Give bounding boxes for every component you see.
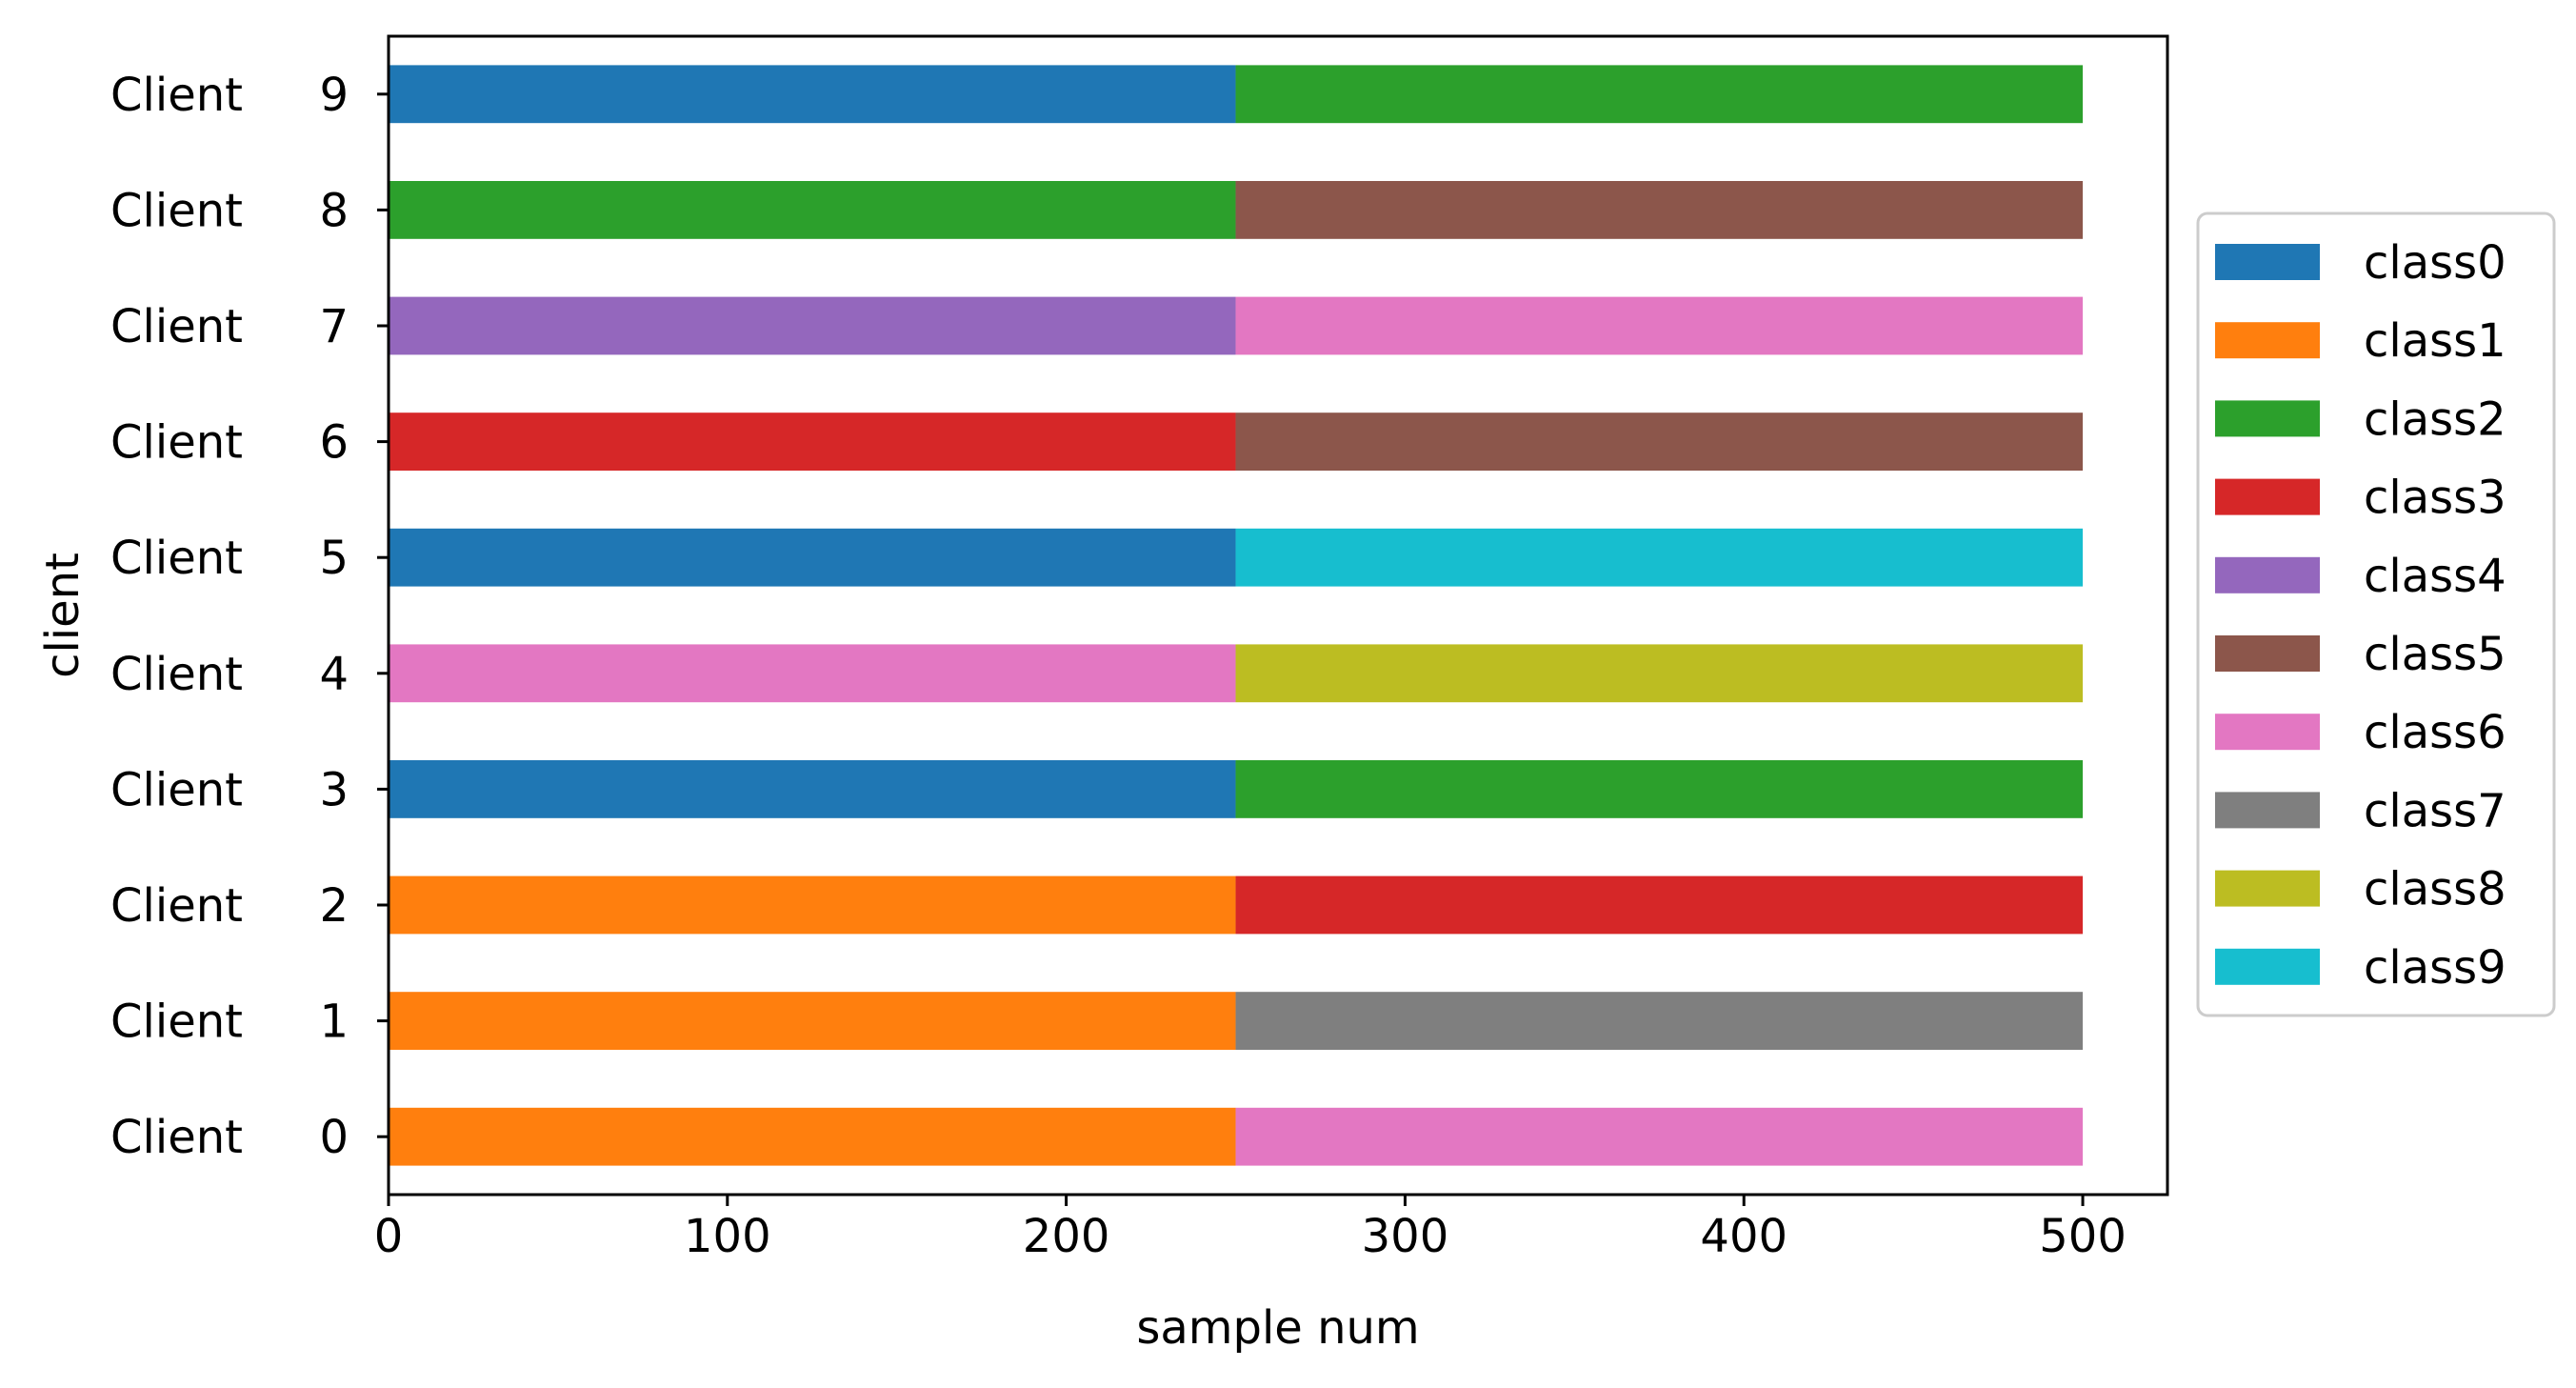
y-tick-label-6: Client 6 <box>110 416 349 470</box>
bar-class5-client-8 <box>1235 181 2084 239</box>
x-axis: 0 100 200 300 400 500 <box>374 1195 2127 1263</box>
bar-class2-client-9 <box>1235 65 2084 124</box>
bar-class0-client-9 <box>389 65 1236 124</box>
legend-label-class3: class3 <box>2364 472 2506 525</box>
legend-swatch-class3 <box>2215 478 2320 515</box>
x-tick-label-400: 400 <box>1700 1210 1787 1263</box>
y-tick-label-2: Client 2 <box>110 879 349 933</box>
bar-class2-client-8 <box>389 181 1236 239</box>
x-axis-label: sample num <box>1136 1301 1419 1355</box>
legend-label-class2: class2 <box>2364 392 2506 446</box>
bar-class3-client-6 <box>389 412 1236 471</box>
bar-class6-client-0 <box>1235 1107 2084 1166</box>
legend-label-class7: class7 <box>2364 784 2506 837</box>
legend-swatch-class7 <box>2215 792 2320 829</box>
bar-class7-client-1 <box>1235 992 2084 1050</box>
legend-swatch-class1 <box>2215 322 2320 359</box>
legend: class0 class1 class2 class3 class4 class5 clas… <box>2196 211 2556 1017</box>
y-tick-label-9: Client 9 <box>110 69 349 122</box>
x-tick-label-100: 100 <box>684 1210 771 1263</box>
y-tick-label-1: Client 1 <box>110 996 349 1049</box>
bar-class3-client-2 <box>1235 875 2084 935</box>
bar-class9-client-5 <box>1235 528 2084 587</box>
x-tick-label-200: 200 <box>1023 1210 1110 1263</box>
legend-label-class5: class5 <box>2364 628 2506 681</box>
x-tick-label-0: 0 <box>374 1210 404 1263</box>
legend-swatch-class2 <box>2215 400 2320 437</box>
y-tick-label-4: Client 4 <box>110 648 349 701</box>
legend-swatch-class6 <box>2215 714 2320 751</box>
bar-class6-client-4 <box>389 644 1236 703</box>
bar-class1-client-1 <box>389 992 1236 1050</box>
y-tick-label-0: Client 0 <box>110 1111 349 1164</box>
x-tick-label-300: 300 <box>1362 1210 1449 1263</box>
y-tick-label-3: Client 3 <box>110 763 349 816</box>
legend-label-class6: class6 <box>2364 706 2506 759</box>
bar-class1-client-2 <box>389 875 1236 935</box>
plot-frame <box>387 34 2169 1197</box>
y-tick-label-7: Client 7 <box>110 300 349 353</box>
y-tick-label-5: Client 5 <box>110 532 349 585</box>
bar-class6-client-7 <box>1235 296 2084 355</box>
legend-label-class9: class9 <box>2364 941 2506 995</box>
bar-class2-client-3 <box>1235 760 2084 818</box>
legend-swatch-class0 <box>2215 244 2320 280</box>
legend-label-class8: class8 <box>2364 863 2506 916</box>
bars <box>389 65 2084 1166</box>
legend-label-class0: class0 <box>2364 236 2506 290</box>
bar-class8-client-4 <box>1235 644 2084 703</box>
legend-label-class4: class4 <box>2364 550 2506 603</box>
bar-class4-client-7 <box>389 296 1236 355</box>
y-axis: Client 0 Client 1 Client 2 Client 3 Client 4 Clien… <box>110 69 389 1164</box>
bar-class5-client-6 <box>1235 412 2084 471</box>
bar-class1-client-0 <box>389 1107 1236 1166</box>
y-tick-label-8: Client 8 <box>110 184 349 237</box>
legend-swatch-class8 <box>2215 870 2320 907</box>
legend-label-class1: class1 <box>2364 314 2506 368</box>
bar-class0-client-5 <box>389 528 1236 587</box>
legend-swatch-class5 <box>2215 635 2320 672</box>
legend-swatch-class9 <box>2215 948 2320 985</box>
legend-swatch-class4 <box>2215 556 2320 593</box>
bar-class0-client-3 <box>389 760 1236 818</box>
x-tick-label-500: 500 <box>2039 1210 2127 1263</box>
y-axis-label: client <box>36 553 90 678</box>
